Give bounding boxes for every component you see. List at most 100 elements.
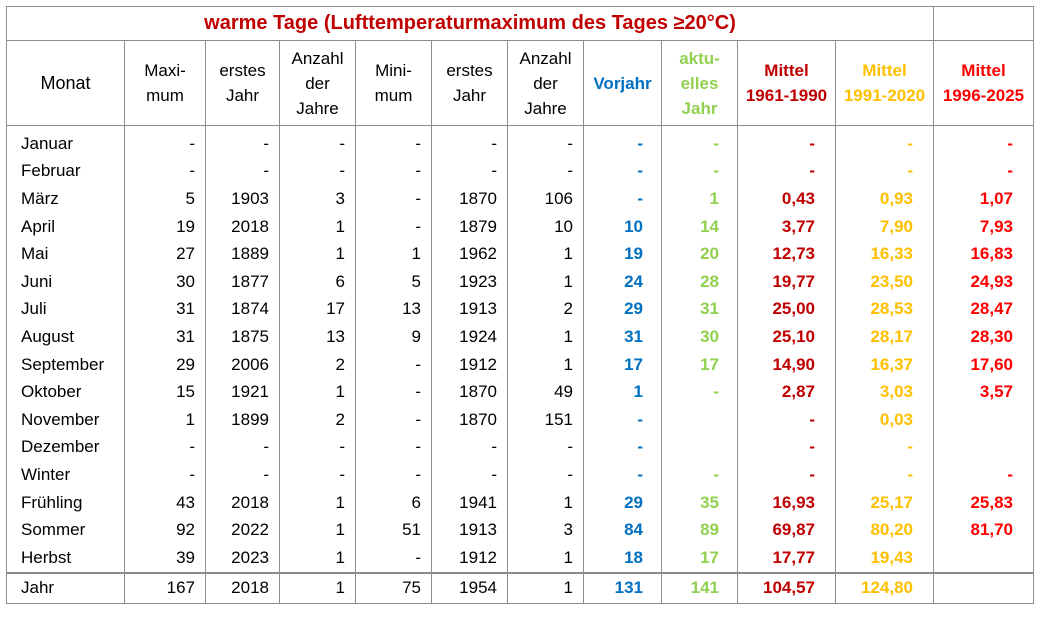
cell-previous-year: - <box>583 185 662 213</box>
cell-mean-1996-2025: 28,30 <box>933 323 1034 351</box>
cell-count-years-min: 106 <box>507 185 584 213</box>
cell-first-year: 1899 <box>205 405 280 434</box>
cell-maximum: 27 <box>124 240 206 268</box>
cell-month: Dezember <box>6 433 125 462</box>
header-line: der <box>533 73 558 93</box>
table-row: Juli 31 1874 17 13 1913 2 29 31 25,00 28,53 28,47 <box>6 295 1034 324</box>
cell-previous-year: - <box>583 433 662 462</box>
cell-current-year: 1 <box>661 185 738 213</box>
cell-count-years-min: 1 <box>507 350 584 379</box>
header-count-years: Anzahl der Jahre <box>279 40 356 126</box>
header-line: Mini- <box>375 61 412 80</box>
cell-count-years-min: - <box>507 157 584 186</box>
header-line: Anzahl <box>291 48 344 68</box>
cell-first-year-min: 1912 <box>431 543 508 573</box>
cell-month: Winter <box>6 461 125 489</box>
header-line: aktu- <box>679 48 720 68</box>
cell-month: Mai <box>6 240 125 268</box>
header-line: Jahr <box>681 98 718 118</box>
cell-minimum: 9 <box>355 323 432 351</box>
cell-mean-1961-1990: 16,93 <box>737 488 836 517</box>
table-row: Oktober 15 1921 1-1870 49 1-2,87 3,03 3,57 <box>6 378 1034 406</box>
cell-maximum: - <box>124 461 206 489</box>
cell-month: Juni <box>6 267 125 296</box>
cell-previous-year: - <box>583 405 662 434</box>
table-row: April 19 2018 1-1879 10 10 14 3,77 7,90 7,93 <box>6 212 1034 241</box>
cell-maximum: 39 <box>124 543 206 573</box>
header-previous-year: Vorjahr <box>583 40 662 126</box>
cell-maximum: 92 <box>124 516 206 544</box>
cell-current-year: - <box>661 378 738 406</box>
cell-mean-1991-2020: 19,43 <box>835 543 934 573</box>
cell-current-year: 89 <box>661 516 738 544</box>
cell-first-year-min: 1941 <box>431 488 508 517</box>
cell-mean-1961-1990: - <box>737 157 836 186</box>
cell-mean-1991-2020: 16,33 <box>835 240 934 268</box>
cell-count-years: 1 <box>279 516 356 544</box>
header-line: 1996-2025 <box>942 86 1025 105</box>
cell-first-year-min: 1870 <box>431 185 508 213</box>
header-month: Monat <box>6 40 125 126</box>
cell-first-year-min: - <box>431 433 508 462</box>
cell-previous-year: - <box>583 125 662 158</box>
cell-mean-1961-1990: 69,87 <box>737 516 836 544</box>
cell-mean-1996-2025 <box>933 433 1034 462</box>
cell-mean-1991-2020: 0,03 <box>835 405 934 434</box>
cell-count-years-min: 49 <box>507 378 584 406</box>
cell-first-year: 1921 <box>205 378 280 406</box>
cell-count-years: 1 <box>279 378 356 406</box>
total-count-years-min: 1 <box>507 571 584 604</box>
cell-previous-year: 17 <box>583 350 662 379</box>
table-row: Januar - - - - - - - - - - - <box>6 125 1034 158</box>
cell-first-year: 1875 <box>205 323 280 351</box>
total-mean-1961-1990: 104,57 <box>737 571 836 604</box>
cell-mean-1996-2025 <box>933 405 1034 434</box>
cell-mean-1996-2025: 25,83 <box>933 488 1034 517</box>
cell-mean-1961-1990: - <box>737 405 836 434</box>
header-line: Monat <box>40 72 91 93</box>
cell-count-years: 1 <box>279 543 356 573</box>
header-line: Mittel <box>862 61 907 80</box>
cell-maximum: 29 <box>124 350 206 379</box>
cell-previous-year: 18 <box>583 543 662 573</box>
cell-previous-year: 10 <box>583 212 662 241</box>
header-line: Mittel <box>764 61 809 80</box>
cell-minimum: 5 <box>355 267 432 296</box>
cell-mean-1991-2020: 16,37 <box>835 350 934 379</box>
cell-current-year <box>661 405 738 434</box>
cell-maximum: 31 <box>124 323 206 351</box>
header-line: mum <box>146 86 184 105</box>
cell-mean-1996-2025: 3,57 <box>933 378 1034 406</box>
cell-minimum: - <box>355 405 432 434</box>
cell-minimum: - <box>355 157 432 186</box>
cell-minimum: - <box>355 461 432 489</box>
cell-count-years: 17 <box>279 295 356 324</box>
title-empty-cell <box>933 6 1034 41</box>
cell-mean-1961-1990: 3,77 <box>737 212 836 241</box>
cell-minimum: - <box>355 350 432 379</box>
cell-count-years: 2 <box>279 350 356 379</box>
cell-month: August <box>6 323 125 351</box>
cell-mean-1996-2025: - <box>933 461 1034 489</box>
cell-current-year: 17 <box>661 350 738 379</box>
header-line: mum <box>374 86 413 105</box>
cell-mean-1991-2020: 3,03 <box>835 378 934 406</box>
cell-first-year: - <box>205 433 280 462</box>
cell-previous-year: - <box>583 461 662 489</box>
cell-current-year: 14 <box>661 212 738 241</box>
total-first-year-min: 1954 <box>431 571 508 604</box>
cell-current-year: 20 <box>661 240 738 268</box>
header-line: erstes <box>219 61 266 80</box>
table-row: Winter - - - - - - - - - - - <box>6 461 1034 489</box>
cell-month: November <box>6 405 125 434</box>
header-line: 1961-1990 <box>745 86 828 105</box>
table-row: August 31 1875 13 9 1924 1 31 30 25,10 28,17 28,30 <box>6 323 1034 351</box>
table-row: Dezember - - - - - - - - - <box>6 433 1034 462</box>
cell-current-year <box>661 433 738 462</box>
cell-mean-1961-1990: 12,73 <box>737 240 836 268</box>
cell-first-year: - <box>205 461 280 489</box>
header-line: Jahr <box>225 86 260 105</box>
cell-minimum: - <box>355 378 432 406</box>
total-mean-1991-2020: 124,80 <box>835 571 934 604</box>
cell-count-years: 3 <box>279 185 356 213</box>
